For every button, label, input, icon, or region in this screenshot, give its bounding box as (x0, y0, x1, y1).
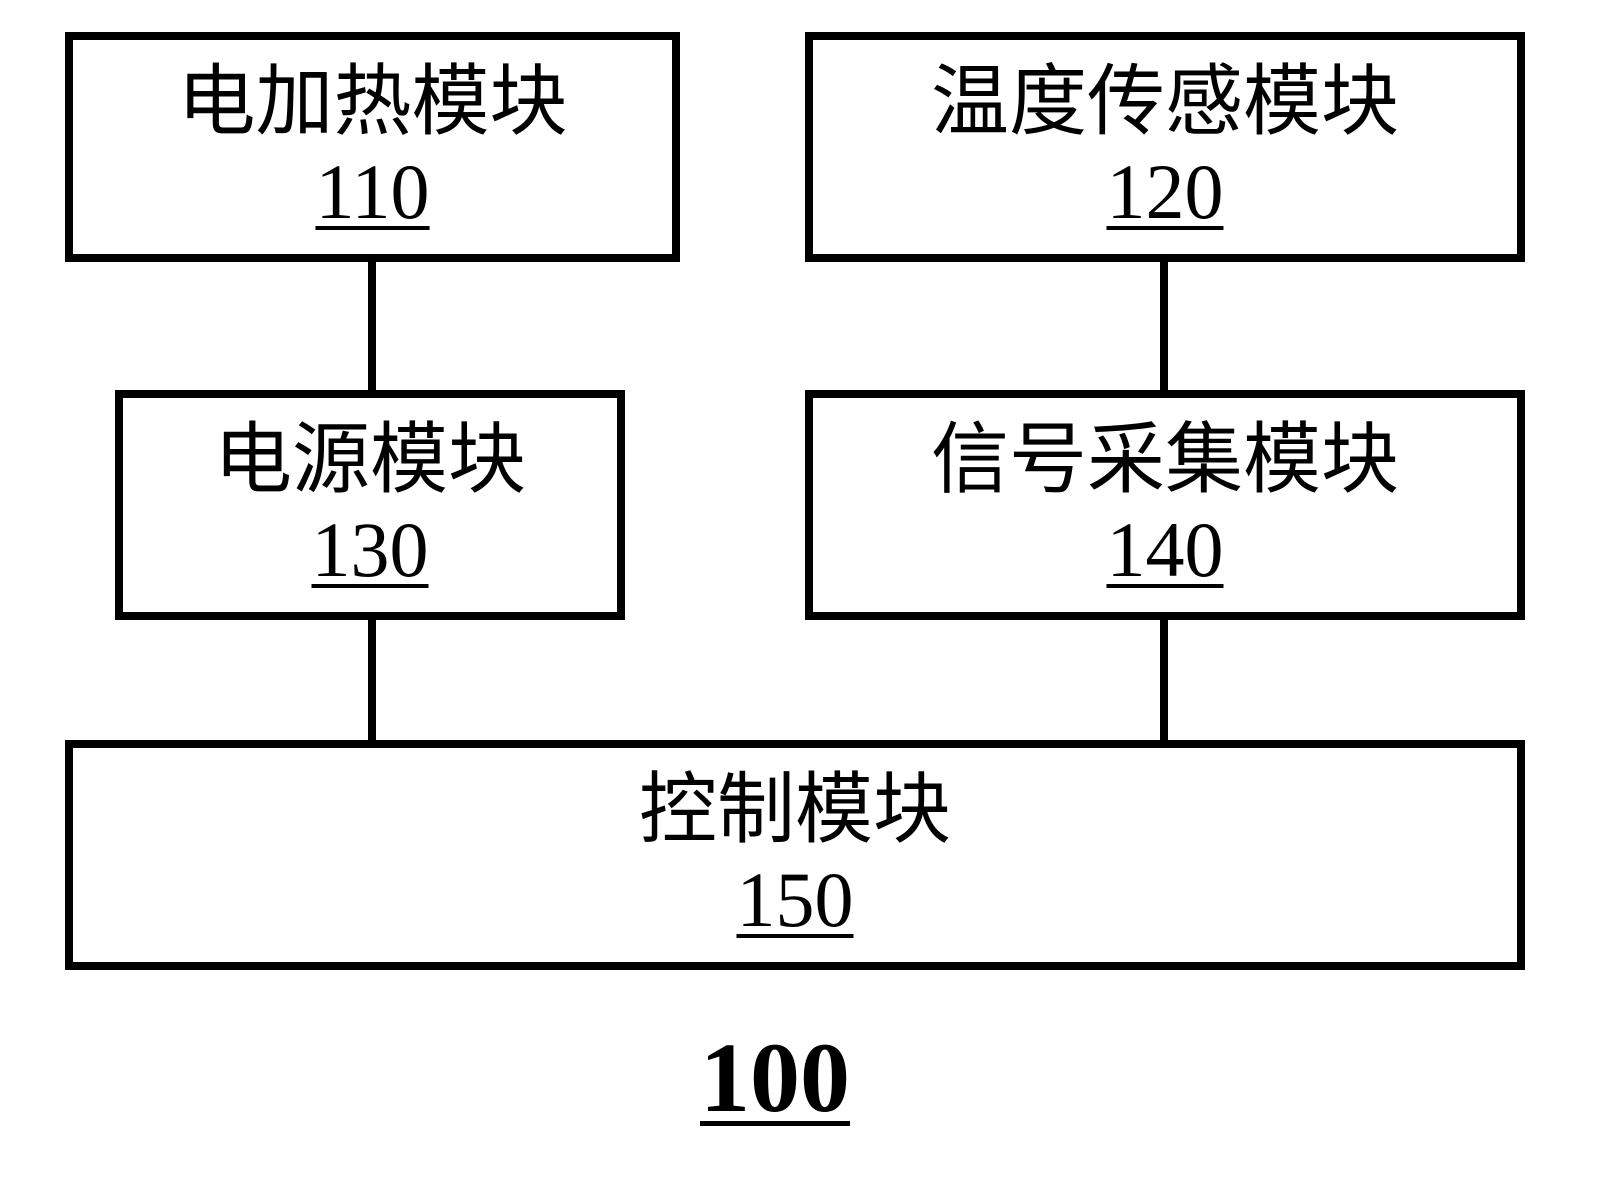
block-control-label: 控制模块 (639, 767, 951, 853)
block-power-number: 130 (312, 507, 429, 593)
block-control-number: 150 (737, 857, 854, 943)
block-heating-number: 110 (315, 149, 429, 235)
outer-number: 100 (700, 1020, 850, 1135)
block-signal-number: 140 (1107, 507, 1224, 593)
connector-temperature-signal (1160, 262, 1168, 390)
connector-heating-power (368, 262, 376, 390)
block-temperature-label: 温度传感模块 (931, 59, 1399, 145)
connector-signal-control (1160, 620, 1168, 740)
block-temperature-number: 120 (1107, 149, 1224, 235)
block-signal-label: 信号采集模块 (931, 417, 1399, 503)
connector-power-control (368, 620, 376, 740)
block-signal: 信号采集模块 140 (805, 390, 1525, 620)
block-power-label: 电源模块 (214, 417, 526, 503)
block-heating: 电加热模块 110 (65, 32, 680, 262)
block-control: 控制模块 150 (65, 740, 1525, 970)
block-temperature: 温度传感模块 120 (805, 32, 1525, 262)
block-power: 电源模块 130 (115, 390, 625, 620)
block-heating-label: 电加热模块 (177, 59, 567, 145)
block-diagram: 电加热模块 110 温度传感模块 120 电源模块 130 信号采集模块 140… (0, 0, 1610, 1202)
